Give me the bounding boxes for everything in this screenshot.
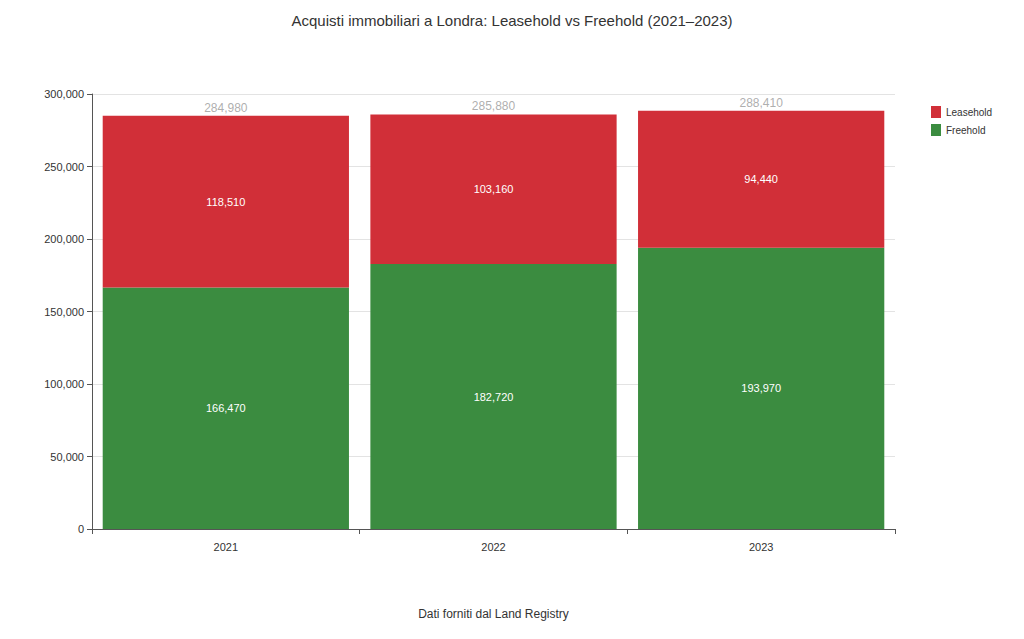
svg-text:285,880: 285,880 — [472, 99, 516, 113]
svg-text:100,000: 100,000 — [44, 378, 84, 390]
svg-text:193,970: 193,970 — [741, 382, 781, 394]
svg-text:0: 0 — [78, 523, 84, 535]
svg-text:182,720: 182,720 — [474, 391, 514, 403]
svg-text:2022: 2022 — [481, 541, 505, 553]
svg-text:Freehold: Freehold — [946, 125, 985, 136]
svg-text:Dati forniti dal Land Registry: Dati forniti dal Land Registry — [418, 607, 569, 621]
svg-text:284,980: 284,980 — [204, 101, 248, 115]
svg-text:300,000: 300,000 — [44, 88, 84, 100]
svg-text:150,000: 150,000 — [44, 306, 84, 318]
svg-text:118,510: 118,510 — [206, 196, 245, 208]
svg-text:Leasehold: Leasehold — [946, 107, 992, 118]
svg-text:2021: 2021 — [214, 541, 238, 553]
svg-text:200,000: 200,000 — [44, 233, 84, 245]
svg-text:94,440: 94,440 — [744, 173, 778, 185]
svg-text:50,000: 50,000 — [50, 451, 84, 463]
svg-text:250,000: 250,000 — [44, 161, 84, 173]
svg-text:Acquisti immobiliari a Londra:: Acquisti immobiliari a Londra: Leasehold… — [291, 12, 732, 29]
svg-text:2023: 2023 — [749, 541, 773, 553]
svg-text:166,470: 166,470 — [206, 402, 246, 414]
svg-text:103,160: 103,160 — [474, 183, 514, 195]
svg-text:288,410: 288,410 — [739, 96, 783, 110]
